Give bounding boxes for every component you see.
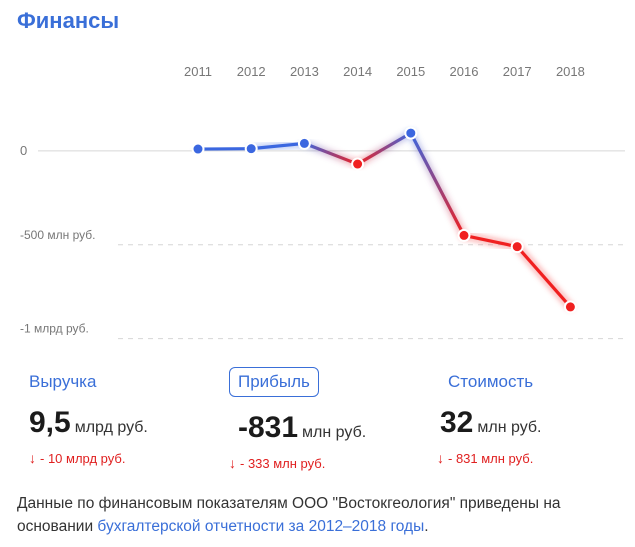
metric-profit-value: -831 [238, 411, 299, 444]
series-segment-4 [409, 131, 466, 237]
source-note-end: . [424, 518, 429, 535]
metric-profit-tab[interactable]: Прибыль [229, 367, 319, 397]
data-point-2016 [457, 228, 471, 242]
series-segment-6 [515, 245, 573, 309]
metric-revenue-change: - 10 млрд руб. [40, 451, 126, 466]
metric-value-unit: млн руб. [477, 419, 542, 436]
data-point-2013 [297, 136, 311, 150]
y-tick-label-2: -1 млрд руб. [20, 322, 89, 336]
data-point-2018 [563, 300, 577, 314]
data-point-2011 [191, 142, 205, 156]
metric-revenue-unit: млрд руб. [74, 419, 148, 436]
metric-profit-change: - 333 млн руб. [240, 456, 326, 471]
series-segment-3 [356, 131, 413, 166]
x-tick-label-2015: 2015 [396, 64, 425, 79]
page-title: Финансы [17, 8, 120, 33]
metric-revenue-value: 9,5 [29, 406, 71, 439]
down-arrow-icon: ↓ [437, 450, 444, 466]
x-tick-label-2018: 2018 [556, 64, 585, 79]
metric-value-tab[interactable]: Стоимость [448, 372, 534, 391]
data-point-2017 [510, 240, 524, 254]
source-note: Данные по финансовым показателям ООО "Во… [17, 492, 617, 538]
metric-profit[interactable]: Прибыль -831 млн руб. ↓ - 333 млн руб. [229, 367, 367, 471]
series-segment-1 [249, 141, 306, 151]
finance-line-chart: 0 -500 млн руб. -1 млрд руб. 2011 2012 2013 20… [20, 64, 625, 340]
metric-value[interactable]: Стоимость 32 млн руб. ↓ - 831 млн руб. [437, 372, 542, 466]
metric-value-change: - 831 млн руб. [448, 451, 534, 466]
data-point-2012 [244, 142, 258, 156]
metrics-panel: Выручка 9,5 млрд руб. ↓ - 10 млрд руб. При… [0, 367, 635, 482]
x-tick-label-2014: 2014 [343, 64, 372, 79]
down-arrow-icon: ↓ [229, 455, 236, 471]
x-tick-label-2017: 2017 [503, 64, 532, 79]
metric-value-value: 32 [440, 406, 474, 439]
y-tick-label-0: 0 [20, 143, 27, 158]
x-tick-label-2012: 2012 [237, 64, 266, 79]
accounting-report-link[interactable]: бухгалтерской отчетности за 2012–2018 го… [97, 518, 425, 535]
down-arrow-icon: ↓ [29, 450, 36, 466]
series-segment-2 [302, 141, 360, 166]
series-segment-5 [462, 233, 519, 249]
y-tick-label-1: -500 млн руб. [20, 228, 95, 242]
x-tick-label-2013: 2013 [290, 64, 319, 79]
data-point-2015 [404, 126, 418, 140]
x-tick-label-2011: 2011 [184, 64, 212, 79]
metric-revenue-tab[interactable]: Выручка [29, 372, 97, 391]
metric-revenue[interactable]: Выручка 9,5 млрд руб. ↓ - 10 млрд руб. [29, 372, 148, 466]
x-tick-label-2016: 2016 [450, 64, 479, 79]
source-note-text: Данные по финансовым показателям ООО "Во… [17, 495, 561, 535]
data-point-2014 [351, 157, 365, 171]
metric-profit-unit: млн руб. [302, 424, 367, 441]
